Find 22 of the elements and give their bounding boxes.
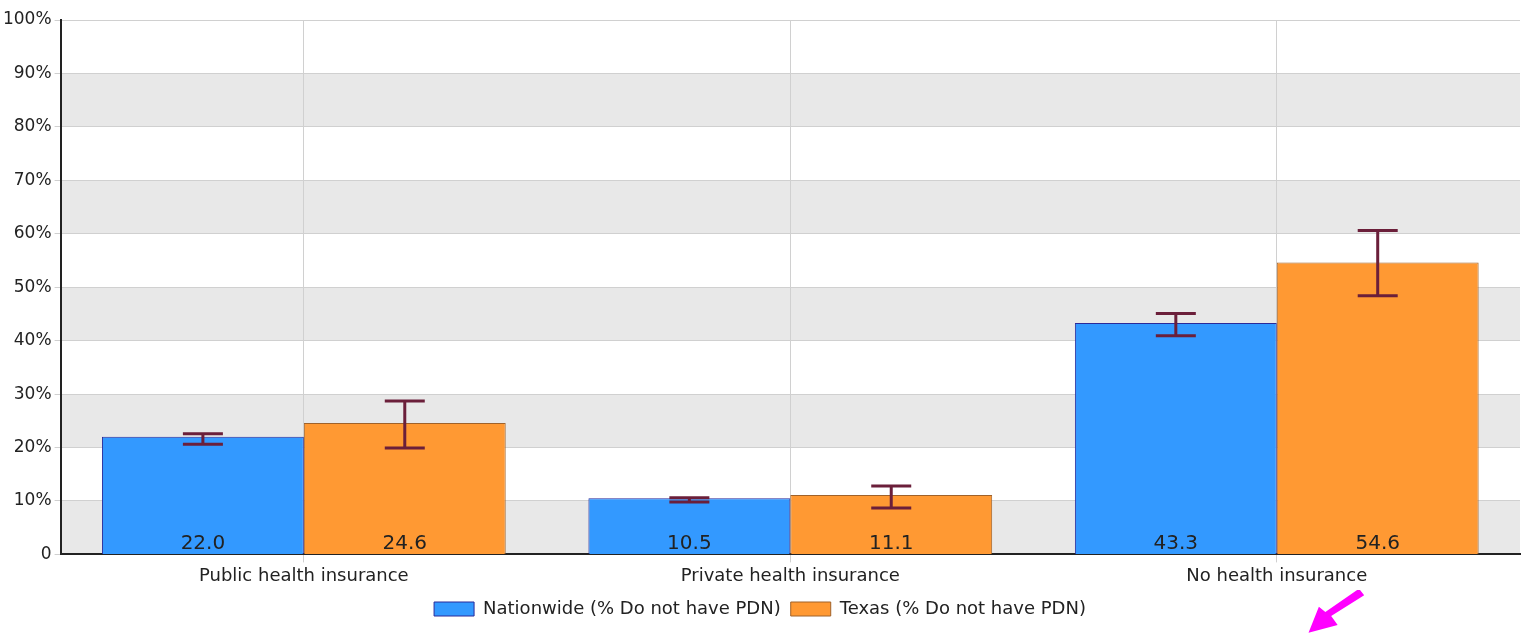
y-tick-label: 0 (40, 542, 52, 563)
legend-label: Texas (% Do not have PDN) (838, 596, 1086, 618)
data-label: 43.3 (1153, 529, 1199, 554)
data-label: 11.1 (868, 529, 914, 554)
y-tick-label: 30% (13, 382, 52, 403)
y-tick-label: 50% (13, 275, 52, 296)
y-tick-label: 90% (13, 61, 52, 82)
x-tick-label: Private health insurance (680, 563, 900, 585)
y-tick-label: 80% (13, 115, 52, 136)
data-label: 10.5 (667, 529, 712, 554)
x-tick-label: No health insurance (1186, 563, 1368, 585)
legend-label: Nationwide (% Do not have PDN) (483, 596, 781, 618)
y-tick-label: 70% (13, 168, 52, 189)
data-label: 54.6 (1355, 529, 1400, 554)
x-tick-label: Public health insurance (198, 563, 409, 585)
data-label: 22.0 (180, 529, 226, 554)
y-tick-label: 100% (2, 8, 52, 29)
y-tick-label: 40% (13, 329, 52, 350)
y-tick-label: 60% (13, 222, 52, 243)
y-tick-label: 10% (13, 489, 52, 510)
y-tick-label: 20% (13, 435, 52, 456)
data-label: 24.6 (382, 529, 428, 554)
